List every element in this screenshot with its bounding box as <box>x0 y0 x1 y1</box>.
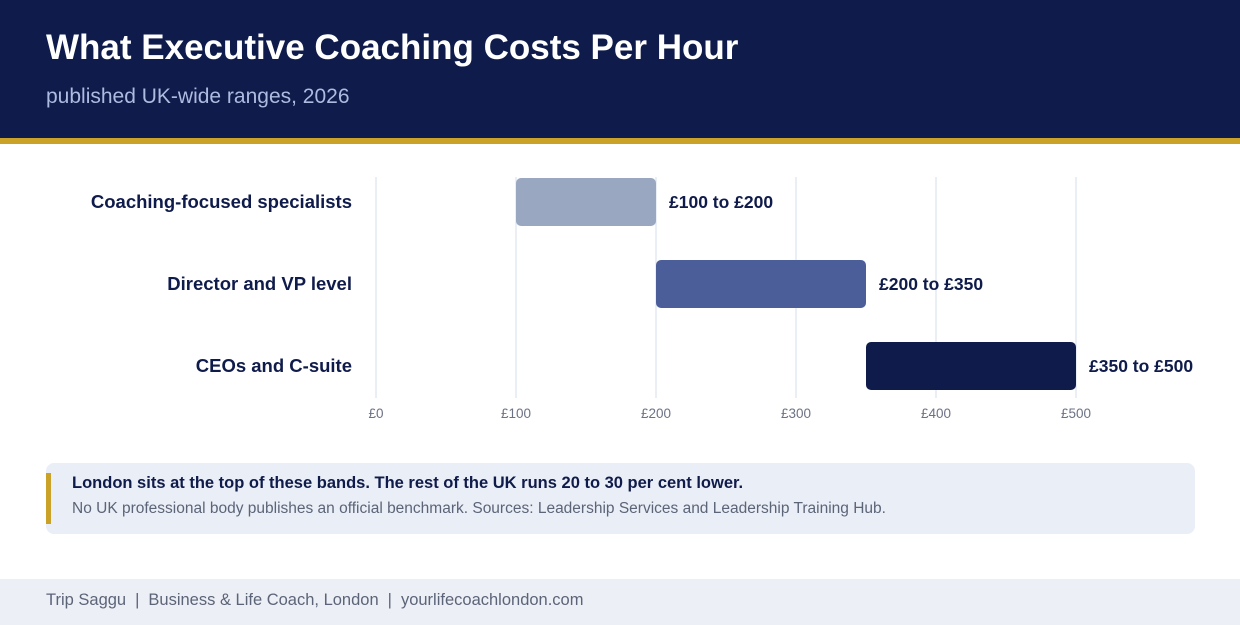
x-tick-label: £100 <box>501 406 531 421</box>
footer-website-link[interactable]: yourlifecoachlondon.com <box>400 591 584 609</box>
category-label: Director and VP level <box>167 273 352 294</box>
range-bar-chart: £0 £100 £200 £300 £400 £500 Coaching-focused s… <box>91 177 1193 421</box>
chart-title: What Executive Coaching Costs Per Hour <box>46 28 739 67</box>
range-bar <box>656 260 866 308</box>
footer: Trip Saggu | Business & Life Coach, London… <box>0 579 1240 625</box>
callout-accent-bar <box>46 473 51 524</box>
range-value-label: £100 to £200 <box>669 192 773 212</box>
footer-name: Trip Saggu <box>46 591 127 609</box>
header-accent-stripe <box>0 138 1240 144</box>
footer-separator: | <box>387 591 392 609</box>
callout-headline: London sits at the top of these bands. T… <box>72 474 744 492</box>
header-banner: What Executive Coaching Costs Per Hour p… <box>0 0 1240 138</box>
x-tick-label: £0 <box>368 406 383 421</box>
range-bar <box>866 342 1076 390</box>
category-label: CEOs and C-suite <box>196 355 352 376</box>
x-tick-label: £200 <box>641 406 671 421</box>
x-tick-label: £400 <box>921 406 951 421</box>
x-tick-label: £500 <box>1061 406 1091 421</box>
range-value-label: £350 to £500 <box>1089 356 1193 376</box>
x-tick-label: £300 <box>781 406 811 421</box>
range-value-label: £200 to £350 <box>879 274 983 294</box>
callout-body: No UK professional body publishes an off… <box>72 500 886 517</box>
callout-note: London sits at the top of these bands. T… <box>46 463 1195 534</box>
chart-subtitle: published UK-wide ranges, 2026 <box>46 85 350 108</box>
footer-separator: | <box>135 591 140 609</box>
footer-credit: Trip Saggu | Business & Life Coach, London… <box>46 591 583 610</box>
range-bar <box>516 178 656 226</box>
category-label: Coaching-focused specialists <box>91 191 352 212</box>
footer-role: Business & Life Coach, London <box>148 591 379 609</box>
